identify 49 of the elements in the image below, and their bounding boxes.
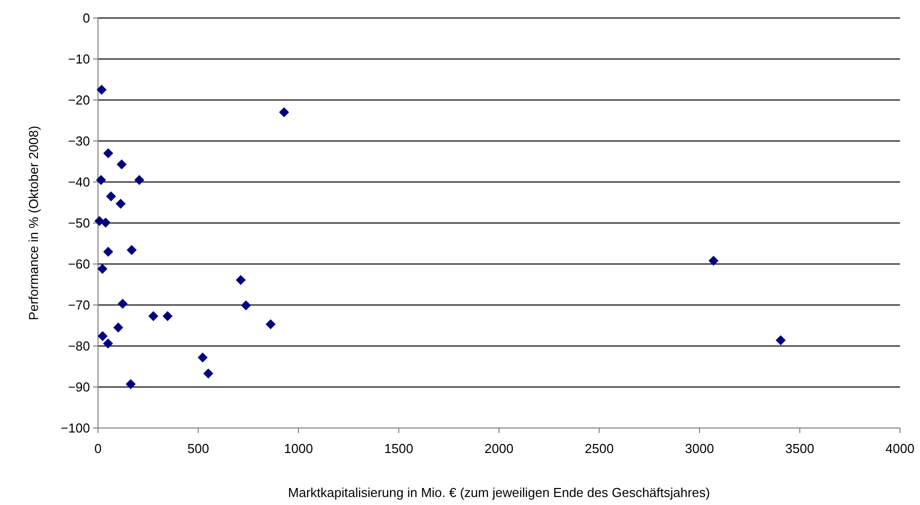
x-tick-label: 2500: [584, 441, 614, 456]
point: [96, 174, 106, 185]
point: [97, 264, 108, 274]
point: [103, 148, 114, 158]
y-tick-label: −40: [68, 174, 90, 190]
x-tick-label: 4000: [886, 441, 914, 456]
point: [203, 368, 214, 378]
y-tick-label: 0: [82, 10, 90, 26]
point: [94, 216, 104, 226]
x-tick-label: 3500: [785, 441, 814, 456]
y-tick-label: −30: [68, 134, 90, 149]
point: [236, 274, 246, 285]
x-tick-label: 500: [187, 441, 210, 456]
point: [240, 300, 251, 310]
point: [162, 311, 173, 322]
point: [106, 191, 116, 202]
point: [116, 159, 127, 170]
point: [776, 335, 786, 346]
point: [96, 84, 107, 95]
point: [126, 379, 136, 390]
y-tick-label: −50: [68, 216, 90, 231]
point: [100, 218, 111, 228]
x-tick-label: 3000: [685, 441, 714, 456]
point: [134, 174, 144, 185]
point: [118, 298, 128, 309]
y-tick-label: −80: [68, 338, 90, 354]
point: [103, 246, 114, 257]
y-tick-label: −60: [68, 256, 90, 272]
y-axis-title: Performance in % (Oktober 2008): [26, 126, 41, 320]
point: [98, 331, 108, 342]
point: [126, 245, 137, 256]
point: [148, 311, 158, 322]
x-tick-label: 1000: [284, 441, 313, 456]
point: [103, 338, 114, 349]
y-tick-label: −100: [60, 420, 90, 436]
y-tick-label: −70: [68, 298, 90, 313]
point: [708, 256, 719, 266]
y-tick-label: −10: [68, 52, 90, 67]
point: [279, 107, 290, 118]
point: [266, 319, 276, 330]
point: [113, 322, 124, 333]
x-tick-label: 2000: [484, 441, 514, 456]
x-tick-label: 1500: [384, 441, 414, 456]
x-tick-label: 0: [94, 441, 102, 456]
y-tick-label: −20: [68, 92, 90, 108]
y-tick-label: −90: [68, 380, 90, 395]
x-axis-title: Marktkapitalisierung in Mio. € (zum jeweiligen Ende des Geschäftsjahres): [288, 485, 710, 500]
point: [198, 352, 208, 362]
point: [116, 198, 126, 209]
